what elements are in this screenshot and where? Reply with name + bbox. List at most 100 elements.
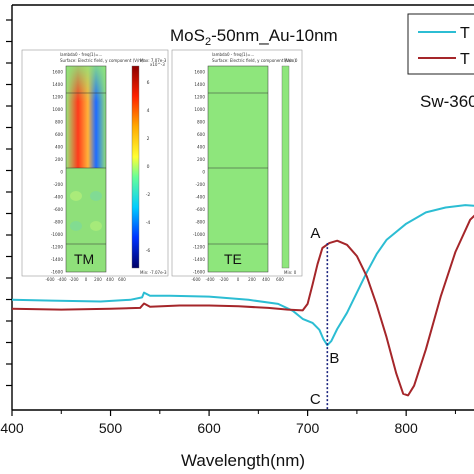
marker-group: A B C bbox=[310, 225, 339, 410]
inset-y-tick-label: -1600 bbox=[51, 270, 64, 275]
inset-y-tick-label: -1000 bbox=[51, 232, 64, 237]
tm-header-2: Surface: Electric field, y component (V/… bbox=[60, 58, 144, 63]
inset-y-tick-label: -1400 bbox=[193, 257, 206, 262]
marker-label-a: A bbox=[310, 225, 320, 242]
inset-y-tick-label: 0 bbox=[202, 170, 205, 175]
tm-colorbar bbox=[131, 65, 140, 269]
te-colorbar-min: Min: 0 bbox=[284, 270, 297, 275]
x-tick-label: 600 bbox=[197, 420, 221, 436]
y-ticks bbox=[6, 19, 12, 387]
legend-box bbox=[407, 13, 474, 75]
tm-header-1: lambda0 - freq(1)=... bbox=[60, 52, 102, 57]
inset-y-tick-label: -800 bbox=[53, 220, 63, 225]
inset-x-tick-label: 600 bbox=[118, 277, 126, 282]
te-colorbar-max: Max: 0 bbox=[284, 58, 298, 63]
te-y-ticks: 1600 1400 1200 1000 800 600 400 200 0 -200 -400 -60… bbox=[193, 70, 206, 275]
colorbar-tick-label: -4 bbox=[146, 220, 151, 226]
tm-blob-1 bbox=[70, 191, 82, 201]
te-colorbar bbox=[281, 65, 290, 269]
inset-y-tick-label: 1600 bbox=[52, 70, 63, 75]
inset-y-tick-label: 1200 bbox=[52, 95, 63, 100]
x-tick-label: 800 bbox=[394, 420, 418, 436]
inset-y-tick-label: -1200 bbox=[51, 245, 64, 250]
inset-y-tick-label: 1000 bbox=[52, 107, 63, 112]
inset: lambda0 - freq(1)=... Surface: Electric … bbox=[21, 49, 303, 282]
series-group bbox=[11, 204, 474, 397]
te-label: TE bbox=[224, 251, 242, 267]
colorbar-tick-label: -6 bbox=[146, 248, 151, 254]
inset-y-tick-label: 600 bbox=[55, 132, 63, 137]
x-tick-label: 500 bbox=[99, 420, 123, 436]
inset-x-tick-label: -200 bbox=[69, 277, 79, 282]
inset-y-tick-label: 800 bbox=[197, 120, 205, 125]
inset-y-tick-label: 400 bbox=[55, 145, 63, 150]
inset-y-tick-label: -1400 bbox=[51, 257, 64, 262]
tm-field-top-fade bbox=[66, 66, 106, 168]
tm-label: TM bbox=[74, 251, 94, 267]
inset-y-tick-label: -600 bbox=[53, 207, 63, 212]
te-header-2: Surface: Electric field, y component (V/… bbox=[212, 58, 296, 63]
colorbar-tick-label: -2 bbox=[146, 192, 151, 198]
series-line-2 bbox=[11, 214, 474, 397]
inset-y-tick-label: -1200 bbox=[193, 245, 206, 250]
sw-annotation: Sw-360 bbox=[420, 92, 474, 111]
inset-x-tick-label: 400 bbox=[262, 277, 270, 282]
te-header-1: lambda0 - freq(1)=... bbox=[212, 52, 254, 57]
tm-colorbar-ticks: 6 4 2 0 -2 -4 -6 bbox=[146, 80, 151, 254]
legend: T T bbox=[407, 13, 474, 75]
colorbar-tick-label: 2 bbox=[147, 136, 150, 142]
inset-y-tick-label: -200 bbox=[53, 182, 63, 187]
tm-field-bottom bbox=[66, 168, 106, 272]
x-axis-label: Wavelength(nm) bbox=[181, 451, 305, 470]
marker-label-b: B bbox=[329, 350, 339, 367]
title-main: MoS bbox=[170, 26, 205, 45]
x-ticks: 400 500 600 700 800 bbox=[0, 410, 456, 436]
series-line-1 bbox=[11, 204, 474, 347]
inset-y-tick-label: -600 bbox=[195, 207, 205, 212]
inset-y-tick-label: -800 bbox=[195, 220, 205, 225]
marker-label-c: C bbox=[310, 391, 321, 408]
inset-y-tick-label: 1400 bbox=[194, 82, 205, 87]
tm-blob-3 bbox=[70, 221, 82, 231]
inset-x-tick-label: -600 bbox=[191, 277, 201, 282]
tm-colorbar-exp: x10^-3 bbox=[150, 62, 165, 67]
inset-x-tick-label: -600 bbox=[45, 277, 55, 282]
colorbar-tick-label: 0 bbox=[147, 164, 150, 170]
colorbar-tick-label: 6 bbox=[147, 80, 150, 86]
inset-y-tick-label: 200 bbox=[55, 157, 63, 162]
te-x-ticks: -600 -400 -200 0 200 400 600 bbox=[191, 277, 284, 282]
tm-field-outline bbox=[65, 65, 107, 273]
inset-y-tick-label: 1200 bbox=[194, 95, 205, 100]
tm-blob-4 bbox=[90, 221, 102, 231]
legend-label-1: T bbox=[460, 25, 470, 42]
x-tick-label: 400 bbox=[0, 420, 24, 436]
inset-y-tick-label: 600 bbox=[197, 132, 205, 137]
te-field bbox=[207, 65, 269, 273]
inset-y-tick-label: 0 bbox=[60, 170, 63, 175]
inset-y-tick-label: 400 bbox=[197, 145, 205, 150]
inset-x-tick-label: 200 bbox=[248, 277, 256, 282]
tm-y-ticks: 1600 1400 1200 1000 800 600 400 200 0 -200 -400 -60… bbox=[51, 70, 64, 275]
legend-label-2: T bbox=[460, 51, 470, 68]
inset-y-tick-label: -200 bbox=[195, 182, 205, 187]
tm-x-ticks: -600 -400 -200 0 200 400 600 bbox=[45, 277, 126, 282]
tm-colorbar-min: Min: -7.07e-3 bbox=[140, 270, 167, 275]
title-rest: -50nm_Au-10nm bbox=[211, 26, 338, 45]
inset-panel-te: lambda0 - freq(1)=... Surface: Electric … bbox=[171, 49, 303, 282]
inset-y-tick-label: -400 bbox=[53, 195, 63, 200]
tm-colorbar-max: Max: 7.07e-3 bbox=[140, 58, 167, 63]
inset-y-tick-label: 1000 bbox=[194, 107, 205, 112]
inset-y-tick-label: 200 bbox=[197, 157, 205, 162]
inset-y-tick-label: 800 bbox=[55, 120, 63, 125]
chart-title: MoS2-50nm_Au-10nm bbox=[170, 26, 338, 48]
inset-x-tick-label: -400 bbox=[57, 277, 67, 282]
inset-x-tick-label: 200 bbox=[94, 277, 102, 282]
inset-x-tick-label: -400 bbox=[205, 277, 215, 282]
inset-y-tick-label: 1400 bbox=[52, 82, 63, 87]
title-subscript: 2 bbox=[205, 36, 211, 48]
colorbar-tick-label: 4 bbox=[147, 108, 150, 114]
inset-y-tick-label: -1600 bbox=[193, 270, 206, 275]
inset-panel-tm: lambda0 - freq(1)=... Surface: Electric … bbox=[21, 49, 169, 282]
inset-x-tick-label: 0 bbox=[85, 277, 88, 282]
inset-x-tick-label: -200 bbox=[219, 277, 229, 282]
